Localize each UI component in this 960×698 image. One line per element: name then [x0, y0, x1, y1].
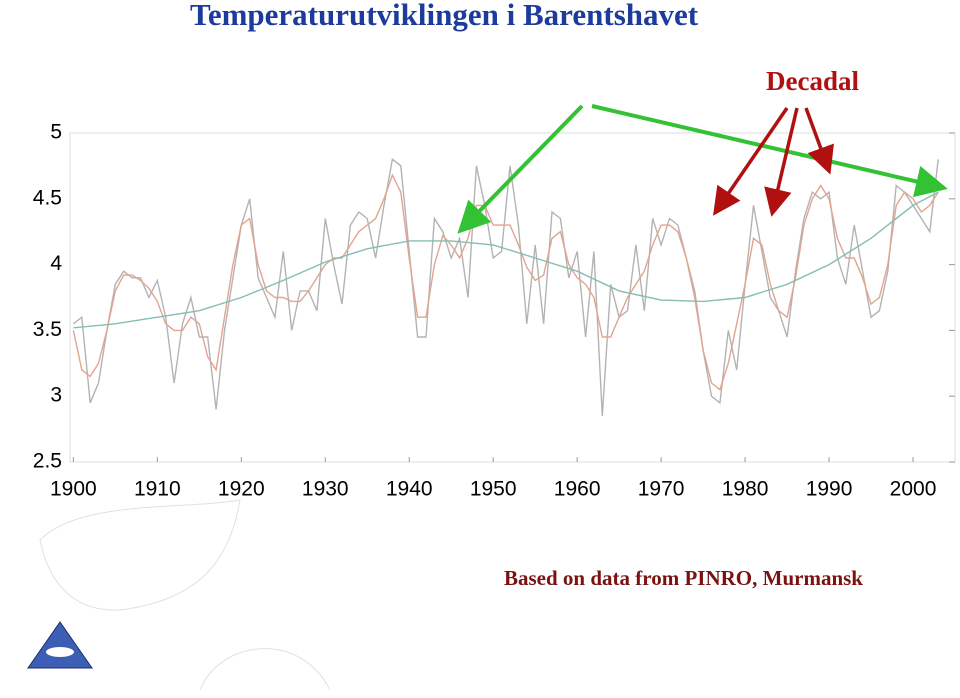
x-tick-label: 1930	[302, 478, 349, 501]
arrows	[457, 104, 948, 234]
arrow	[764, 107, 799, 217]
x-tick-label: 1990	[806, 478, 853, 501]
chart-title: Temperaturutviklingen i Barentshavet	[190, 0, 699, 32]
x-tick-label: 1970	[638, 478, 685, 501]
y-tick-label: 4	[50, 252, 62, 275]
x-tick-label: 1900	[50, 478, 97, 501]
x-tick-label: 1960	[554, 478, 601, 501]
y-tick-label: 4.5	[33, 186, 62, 209]
logo	[27, 621, 93, 669]
x-tick-label: 1910	[134, 478, 181, 501]
arrow	[713, 107, 789, 216]
source-note: Based on data from PINRO, Murmansk	[504, 566, 863, 590]
decoration	[39, 499, 331, 691]
x-tick-label: 1920	[218, 478, 265, 501]
series-line	[72, 173, 939, 391]
arrow	[457, 104, 584, 234]
arrow	[804, 107, 834, 175]
annotation: Decadal	[766, 66, 859, 96]
plot-area: 2.5 3 3.5 4 4.5 5 1900 1910 1920 1930 1940 1950 1960…	[33, 121, 956, 501]
x-tick-label: 1950	[470, 478, 517, 501]
plot-frame	[69, 132, 956, 463]
x-tick-label: 1980	[722, 478, 769, 501]
y-tick-label: 5	[50, 121, 62, 144]
y-tick-label: 3	[50, 384, 62, 407]
x-tick-label: 1940	[386, 478, 433, 501]
x-tick-label: 2000	[890, 478, 937, 501]
y-tick-label: 3.5	[33, 318, 62, 341]
arrow	[591, 104, 948, 198]
y-tick-label: 2.5	[33, 450, 62, 473]
series-line	[73, 191, 939, 329]
